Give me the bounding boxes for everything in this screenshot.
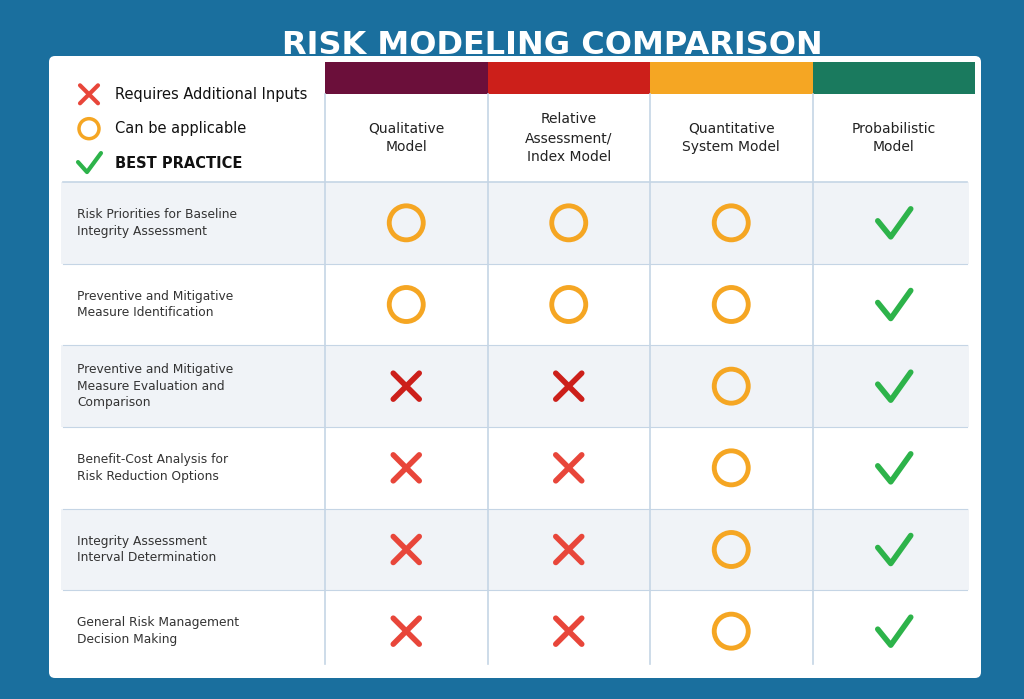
Bar <box>650 62 812 94</box>
Bar <box>325 62 487 94</box>
Bar <box>61 264 969 345</box>
Text: Requires Additional Inputs: Requires Additional Inputs <box>115 87 307 102</box>
Text: Preventive and Mitigative
Measure Identification: Preventive and Mitigative Measure Identi… <box>77 290 233 319</box>
Bar <box>812 62 975 94</box>
Bar <box>61 182 969 264</box>
Text: Quantitative
System Model: Quantitative System Model <box>682 122 780 154</box>
Bar <box>61 345 969 427</box>
Text: Can be applicable: Can be applicable <box>115 121 246 136</box>
Text: BEST PRACTICE: BEST PRACTICE <box>115 156 243 171</box>
Text: General Risk Management
Decision Making: General Risk Management Decision Making <box>77 617 240 646</box>
Bar <box>61 509 969 591</box>
Text: RISK MODELING COMPARISON: RISK MODELING COMPARISON <box>282 29 822 61</box>
Text: Probabilistic
Model: Probabilistic Model <box>852 122 936 154</box>
Text: Integrity Assessment
Interval Determination: Integrity Assessment Interval Determinat… <box>77 535 216 564</box>
Text: Benefit-Cost Analysis for
Risk Reduction Options: Benefit-Cost Analysis for Risk Reduction… <box>77 453 228 482</box>
Text: Relative
Assessment/
Index Model: Relative Assessment/ Index Model <box>525 112 612 164</box>
Bar <box>61 427 969 509</box>
FancyBboxPatch shape <box>49 56 981 678</box>
Text: Preventive and Mitigative
Measure Evaluation and
Comparison: Preventive and Mitigative Measure Evalua… <box>77 363 233 409</box>
Bar <box>487 62 650 94</box>
Text: Risk Priorities for Baseline
Integrity Assessment: Risk Priorities for Baseline Integrity A… <box>77 208 237 238</box>
Text: Qualitative
Model: Qualitative Model <box>368 122 444 154</box>
Bar <box>61 591 969 672</box>
